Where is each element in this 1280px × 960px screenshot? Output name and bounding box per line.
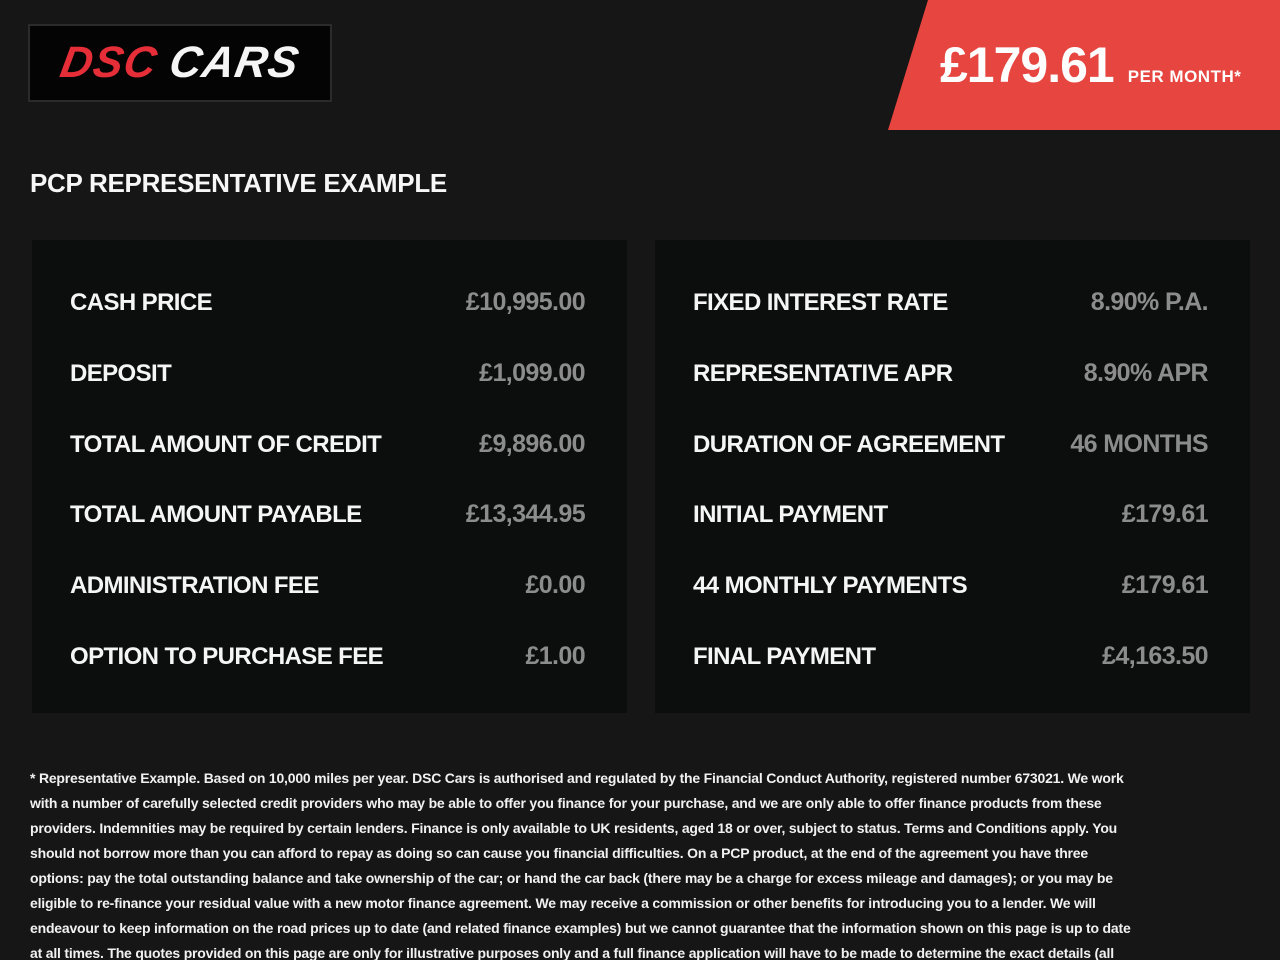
logo-text-dsc: DSC	[56, 38, 162, 87]
finance-row-initial-payment: INITIAL PAYMENT £179.61	[693, 500, 1209, 529]
finance-label: FINAL PAYMENT	[693, 642, 876, 670]
header: DSC CARS £179.61 PER MONTH*	[0, 0, 1280, 130]
monthly-price-suffix: PER MONTH*	[1127, 67, 1242, 86]
finance-row-fixed-interest-rate: FIXED INTEREST RATE 8.90% P.A.	[693, 288, 1209, 317]
finance-label: INITIAL PAYMENT	[693, 501, 888, 529]
finance-row-duration: DURATION OF AGREEMENT 46 MONTHS	[693, 429, 1209, 459]
page-title: PCP REPRESENTATIVE EXAMPLE	[30, 168, 447, 198]
finance-value: £179.61	[1121, 571, 1209, 600]
logo-text-cars: CARS	[165, 38, 304, 87]
finance-value: £9,896.00	[479, 429, 585, 458]
finance-row-total-credit: TOTAL AMOUNT OF CREDIT £9,896.00	[70, 429, 586, 459]
monthly-price-value: £179.61	[940, 37, 1115, 93]
finance-row-admin-fee: ADMINISTRATION FEE £0.00	[70, 571, 586, 600]
finance-label: CASH PRICE	[70, 289, 213, 316]
finance-value: 46 MONTHS	[1070, 429, 1208, 458]
finance-label: REPRESENTATIVE APR	[693, 359, 953, 387]
finance-value: 8.90% APR	[1083, 358, 1209, 387]
finance-value: 8.90% P.A.	[1090, 288, 1209, 316]
finance-label: TOTAL AMOUNT PAYABLE	[70, 501, 362, 529]
finance-row-final-payment: FINAL PAYMENT £4,163.50	[693, 641, 1209, 671]
finance-label: ADMINISTRATION FEE	[70, 572, 319, 600]
dealer-logo: DSC CARS	[28, 24, 332, 102]
finance-row-representative-apr: REPRESENTATIVE APR 8.90% APR	[693, 358, 1209, 388]
finance-row-monthly-payments: 44 MONTHLY PAYMENTS £179.61	[693, 571, 1209, 600]
finance-value: £1,099.00	[479, 358, 585, 387]
finance-value: £10,995.00	[465, 288, 586, 316]
finance-value: £179.61	[1121, 500, 1209, 529]
monthly-price-banner: £179.61 PER MONTH*	[888, 0, 1280, 130]
finance-value: £1.00	[525, 641, 585, 670]
finance-panels: CASH PRICE £10,995.00 DEPOSIT £1,099.00 …	[32, 240, 1250, 713]
finance-row-deposit: DEPOSIT £1,099.00	[70, 358, 586, 388]
finance-row-cash-price: CASH PRICE £10,995.00	[70, 288, 586, 317]
legal-disclaimer-text: * Representative Example. Based on 10,00…	[30, 770, 1131, 960]
finance-row-total-payable: TOTAL AMOUNT PAYABLE £13,344.95	[70, 500, 586, 529]
finance-value: £0.00	[525, 571, 585, 600]
finance-panel-left: CASH PRICE £10,995.00 DEPOSIT £1,099.00 …	[32, 240, 627, 713]
finance-value: £13,344.95	[465, 500, 586, 529]
finance-panel-right: FIXED INTEREST RATE 8.90% P.A. REPRESENT…	[655, 240, 1250, 713]
finance-row-option-to-purchase-fee: OPTION TO PURCHASE FEE £1.00	[70, 641, 586, 671]
finance-value: £4,163.50	[1102, 641, 1208, 670]
finance-label: FIXED INTEREST RATE	[693, 289, 948, 316]
finance-label: DEPOSIT	[70, 359, 172, 387]
finance-label: 44 MONTHLY PAYMENTS	[693, 572, 968, 600]
finance-label: DURATION OF AGREEMENT	[693, 430, 1005, 458]
finance-label: TOTAL AMOUNT OF CREDIT	[70, 430, 382, 458]
finance-label: OPTION TO PURCHASE FEE	[70, 642, 384, 670]
